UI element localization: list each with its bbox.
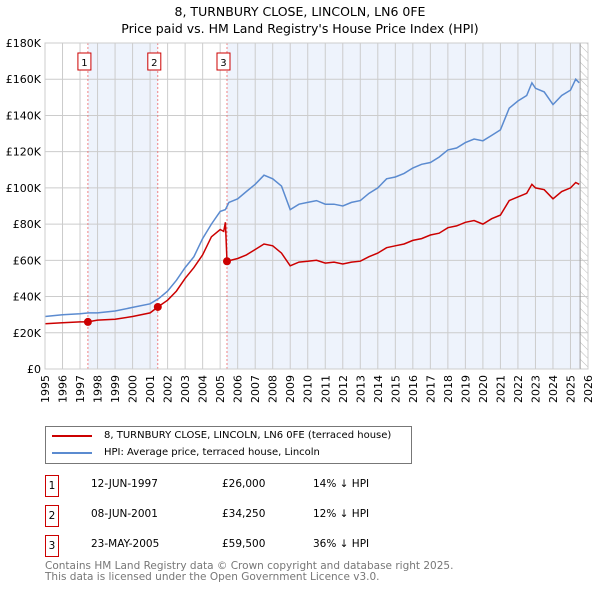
sale-marker-label: 1 — [81, 58, 87, 69]
sale-price: £26,000 — [222, 478, 266, 490]
legend-label-property: 8, TURNBURY CLOSE, LINCOLN, LN6 0FE (ter… — [104, 430, 392, 441]
legend-label-hpi: HPI: Average price, terraced house, Linc… — [104, 447, 320, 458]
sale-marker-box — [216, 52, 231, 71]
y-tick-label: £100K — [6, 182, 42, 195]
x-tick-label: 2016 — [407, 375, 420, 403]
x-tick-label: 2022 — [512, 375, 525, 403]
x-tick-label: 2008 — [267, 375, 280, 403]
x-tick-label: 2021 — [494, 375, 507, 403]
x-tick-label: 2012 — [337, 375, 350, 403]
sale-marker: 3 — [45, 535, 59, 557]
chart-subtitle: Price paid vs. HM Land Registry's House … — [121, 21, 479, 36]
x-tick-label: 2020 — [477, 375, 490, 403]
legend: 8, TURNBURY CLOSE, LINCOLN, LN6 0FE (ter… — [45, 426, 412, 464]
y-tick-label: £40K — [13, 291, 42, 304]
x-tick-label: 2025 — [564, 375, 577, 403]
x-tick-label: 2000 — [127, 375, 140, 403]
x-tick-label: 2005 — [214, 375, 227, 403]
x-tick-label: 2024 — [547, 375, 560, 403]
sale-price: £34,250 — [222, 508, 266, 520]
x-tick-label: 2018 — [442, 375, 455, 403]
y-tick-label: £140K — [6, 109, 42, 122]
series-line — [44, 77, 580, 318]
y-tick-label: £20K — [13, 327, 42, 340]
sale-marker-label: 3 — [220, 58, 226, 69]
sale-marker-label: 2 — [151, 58, 157, 69]
sale-marker: 2 — [45, 505, 59, 527]
x-tick-label: 2009 — [284, 375, 297, 403]
sale-hpi-diff: 36% ↓ HPI — [313, 538, 370, 550]
x-tick-label: 2023 — [529, 375, 542, 403]
x-tick-label: 1995 — [39, 375, 52, 403]
x-tick-label: 2007 — [249, 375, 262, 403]
legend-item-hpi: HPI: Average price, terraced house, Linc… — [52, 447, 320, 458]
legend-item-property: 8, TURNBURY CLOSE, LINCOLN, LN6 0FE (ter… — [52, 430, 391, 441]
x-tick-label: 1996 — [57, 375, 70, 403]
x-tick-label: 2003 — [179, 375, 192, 403]
sale-date: 08-JUN-2001 — [91, 508, 158, 520]
x-tick-label: 2015 — [389, 375, 402, 403]
sale-marker: 1 — [45, 475, 59, 497]
y-tick-label: £180K — [6, 37, 42, 50]
footer-licence: This data is licensed under the Open Gov… — [45, 571, 380, 583]
x-tick-label: 2014 — [372, 375, 385, 403]
y-tick-label: £160K — [6, 73, 42, 86]
sale-date: 23-MAY-2005 — [91, 538, 160, 550]
plot-border — [44, 42, 589, 370]
x-tick-label: 1997 — [74, 375, 87, 403]
series-line — [44, 181, 580, 325]
shaded-period — [87, 43, 158, 369]
y-tick-label: £60K — [13, 254, 42, 267]
footer-copyright: Contains HM Land Registry data © Crown c… — [45, 560, 454, 572]
x-tick-label: 2001 — [144, 375, 157, 403]
shaded-period — [226, 43, 581, 369]
legend-line-blue — [52, 451, 92, 454]
x-tick-label: 2017 — [424, 375, 437, 403]
x-tick-label: 2013 — [354, 375, 367, 403]
y-tick-label: £0 — [27, 363, 41, 376]
sale-point — [222, 257, 231, 266]
x-tick-label: 2002 — [162, 375, 175, 403]
y-tick-label: £80K — [13, 218, 42, 231]
sale-point — [83, 317, 92, 326]
sale-marker-box — [77, 52, 92, 71]
y-tick-label: £120K — [6, 146, 42, 159]
sale-hpi-diff: 12% ↓ HPI — [313, 508, 370, 520]
legend-line-red — [52, 434, 92, 437]
x-tick-label: 2010 — [302, 375, 315, 403]
x-tick-label: 2026 — [582, 375, 595, 403]
sale-point — [153, 302, 162, 311]
x-tick-label: 1999 — [109, 375, 122, 403]
sale-date: 12-JUN-1997 — [91, 478, 158, 490]
x-tick-label: 2006 — [232, 375, 245, 403]
x-tick-label: 1998 — [92, 375, 105, 403]
sale-price: £59,500 — [222, 538, 266, 550]
price-chart: 1995 1996 1997 1998 1999 2000 2001 2002 2003 2004… — [6, 37, 595, 403]
sale-hpi-diff: 14% ↓ HPI — [313, 478, 370, 490]
x-tick-label: 2019 — [459, 375, 472, 403]
x-tick-label: 2011 — [319, 375, 332, 403]
forecast-hatch — [580, 43, 588, 369]
chart-title: 8, TURNBURY CLOSE, LINCOLN, LN6 0FE — [174, 4, 426, 19]
x-tick-label: 2004 — [197, 375, 210, 403]
sale-marker-box — [147, 52, 162, 71]
